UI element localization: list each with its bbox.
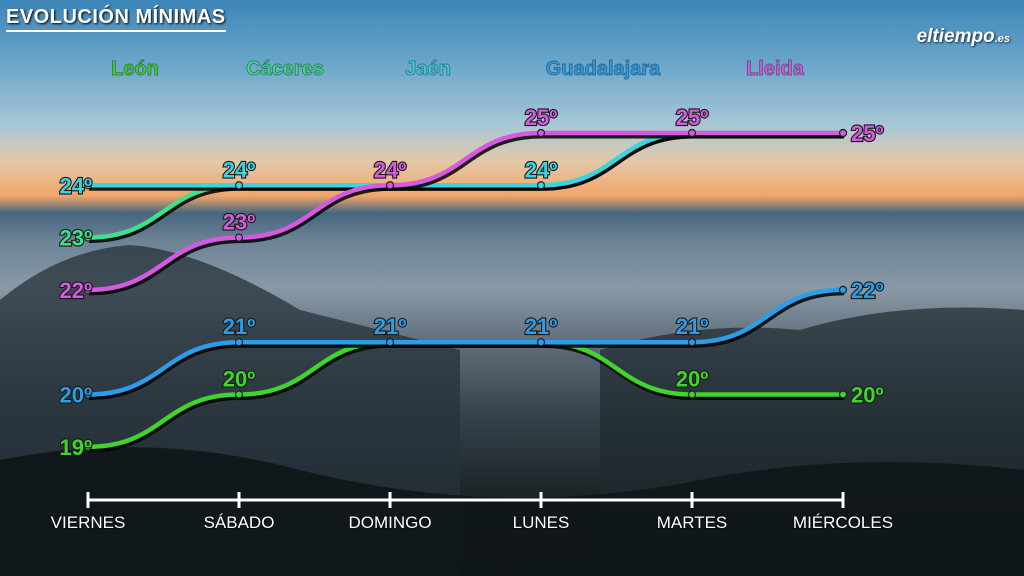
data-point [234, 338, 244, 347]
data-point [83, 390, 93, 399]
data-label: 25º [851, 121, 884, 146]
series-line [87, 339, 843, 450]
data-point [234, 181, 244, 190]
x-tick-label: MARTES [657, 513, 728, 532]
data-point [687, 128, 697, 138]
logo-suffix: .es [994, 33, 1010, 45]
data-point [385, 338, 395, 347]
data-point [234, 390, 244, 399]
x-tick-label: SÁBADO [204, 513, 275, 532]
data-label: 20º [59, 383, 92, 408]
chart-title: EVOLUCIÓN MÍNIMAS [6, 6, 226, 32]
data-point [838, 128, 848, 138]
data-label: 25º [676, 105, 709, 130]
data-point [83, 181, 93, 190]
x-tick-label: VIERNES [51, 513, 126, 532]
series-line-shadow [88, 290, 845, 400]
data-point [83, 285, 93, 294]
series-line [87, 287, 844, 397]
data-label: 22º [59, 278, 92, 303]
legend-item-guadalajara: Guadalajara [546, 58, 661, 80]
data-label: 23º [59, 226, 92, 251]
legend-item-jaén: Jaén [405, 58, 451, 80]
legend-item-león: León [111, 58, 159, 80]
series-guadalajara [83, 285, 848, 400]
series-line-shadow [88, 133, 844, 296]
data-label: 20º [676, 367, 709, 392]
data-point [838, 285, 848, 294]
data-label: 23º [223, 210, 256, 235]
series-lleida [83, 128, 848, 296]
data-point [536, 181, 546, 190]
data-label: 24º [223, 157, 256, 182]
data-point [536, 338, 546, 347]
data-label: 20º [851, 383, 884, 408]
data-point [687, 390, 697, 399]
data-label: 25º [525, 105, 558, 130]
x-tick-label: MIÉRCOLES [793, 513, 893, 532]
data-point [838, 390, 848, 399]
data-label: 21º [374, 314, 407, 339]
data-label: 21º [223, 314, 256, 339]
x-tick-label: DOMINGO [348, 513, 431, 532]
data-label: 24º [59, 173, 92, 198]
data-point [687, 338, 697, 347]
data-label: 20º [223, 367, 256, 392]
logo-text: eltiempo [916, 26, 995, 47]
data-label: 22º [851, 278, 884, 303]
legend-item-lleida: Lleida [746, 58, 805, 80]
data-label: 24º [374, 157, 407, 182]
series-line [87, 130, 843, 293]
series-león [83, 338, 848, 453]
data-point [83, 233, 93, 242]
x-tick-label: LUNES [513, 513, 570, 532]
data-label: 21º [525, 314, 558, 339]
eltiempo-logo: eltiempo.es [917, 26, 1010, 48]
data-label: 21º [676, 314, 709, 339]
data-label: 19º [59, 435, 92, 460]
data-point [234, 233, 244, 242]
data-point [83, 442, 93, 451]
legend-item-cáceres: Cáceres [246, 58, 324, 80]
data-label: 24º [525, 157, 558, 182]
data-point [385, 181, 395, 190]
data-point [536, 128, 546, 138]
